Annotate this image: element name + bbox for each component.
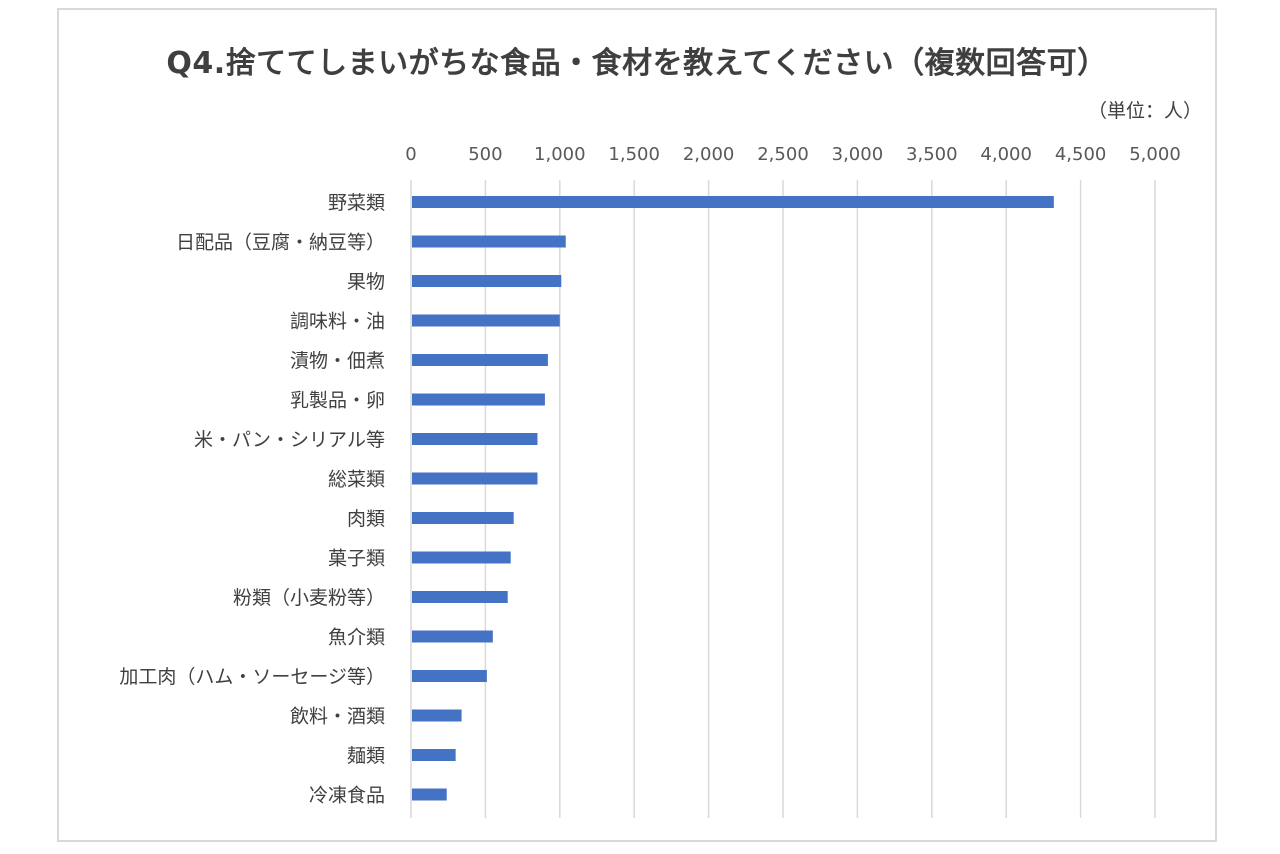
bar [412, 670, 487, 682]
bar [412, 591, 508, 603]
category-label: 野菜類 [328, 192, 385, 214]
bar [412, 788, 447, 801]
bar [412, 512, 514, 524]
x-tick-label: 500 [468, 144, 502, 165]
x-tick-label: 3,000 [832, 144, 884, 165]
x-tick-label: 4,000 [980, 144, 1032, 165]
bar [412, 196, 1054, 208]
bar [412, 709, 462, 722]
bar [412, 749, 456, 761]
x-tick-label: 3,500 [906, 144, 958, 165]
x-tick-label: 1,500 [608, 144, 660, 165]
category-label: 飲料・酒類 [290, 706, 385, 728]
chart-title: Q4.捨ててしまいがちな食品・食材を教えてください（複数回答可） [166, 46, 1108, 81]
x-tick-label: 2,000 [683, 144, 735, 165]
category-label: 果物 [347, 271, 385, 293]
category-label: 漬物・佃煮 [290, 350, 385, 372]
bar [412, 393, 545, 406]
category-label: 日配品（豆腐・納豆等） [176, 232, 385, 254]
category-label: 菓子類 [328, 548, 385, 570]
bar [412, 551, 511, 564]
category-label: 麺類 [347, 745, 385, 767]
category-label: 冷凍食品 [309, 785, 385, 807]
unit-label: （単位：人） [1087, 100, 1202, 122]
chart-frame [57, 8, 1217, 842]
x-tick-label: 2,500 [757, 144, 809, 165]
x-tick-label: 1,000 [534, 144, 586, 165]
category-label: 加工肉（ハム・ソーセージ等） [119, 666, 385, 688]
x-tick-label: 4,500 [1055, 144, 1107, 165]
x-tick-label: 5,000 [1129, 144, 1181, 165]
category-label: 総菜類 [328, 469, 385, 491]
bar [412, 630, 493, 643]
category-label: 調味料・油 [290, 311, 385, 333]
bar [412, 472, 538, 485]
category-label: 乳製品・卵 [290, 390, 385, 412]
category-label: 肉類 [347, 508, 385, 530]
bar [412, 275, 562, 287]
bars [412, 196, 1054, 801]
category-label: 米・パン・シリアル等 [194, 429, 385, 451]
bar [412, 235, 566, 248]
x-tick-labels: 0 500 1,000 1,500 2,000 2,500 3,000 3,500 4,000 4… [405, 144, 1180, 165]
category-label: 魚介類 [328, 627, 385, 649]
bar [412, 354, 548, 366]
category-label: 粉類（小麦粉等） [233, 587, 385, 609]
bar [412, 433, 538, 445]
bar [412, 314, 560, 327]
x-tick-label: 0 [405, 144, 416, 165]
